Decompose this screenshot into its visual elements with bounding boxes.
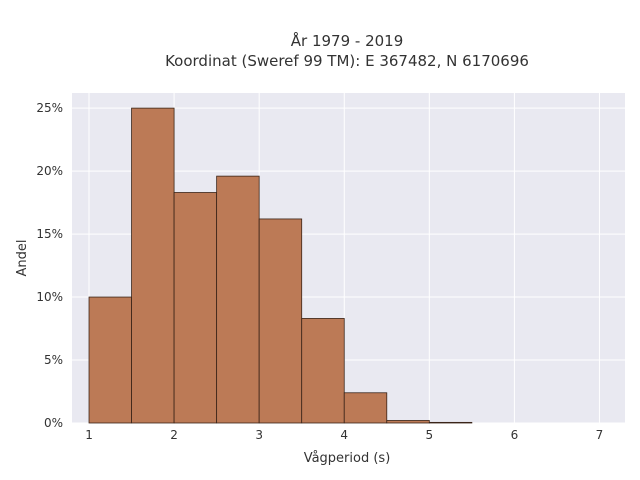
x-axis-title: Vågperiod (s) [304,451,391,466]
histogram-bar [386,420,430,424]
x-tick-label: 2 [170,428,178,442]
x-tick-label: 1 [85,428,93,442]
histogram-bar [88,296,132,424]
y-tick-label: 25% [36,101,63,115]
y-tick-label: 5% [44,353,63,367]
y-axis-ticks: 0% 5% 10% 15% 20% 25% [36,101,63,430]
histogram-bar [258,218,303,424]
y-tick-label: 0% [44,416,63,430]
histogram-bar [131,107,175,424]
x-tick-label: 3 [255,428,263,442]
bars [88,107,473,424]
x-axis-ticks: 1 2 3 4 5 6 7 [85,428,603,442]
histogram-bar [343,392,388,424]
y-tick-label: 10% [36,290,63,304]
chart-title-line-1: År 1979 - 2019 [291,31,404,50]
y-tick-label: 20% [36,164,63,178]
histogram-bar [428,421,473,424]
histogram-bar [173,192,218,424]
histogram-bar [216,175,260,424]
chart-title-line-2: Koordinat (Sweref 99 TM): E 367482, N 61… [165,52,529,70]
histogram-bar [301,318,345,424]
x-tick-label: 4 [340,428,348,442]
x-tick-label: 5 [426,428,434,442]
x-tick-label: 7 [596,428,604,442]
x-tick-label: 6 [511,428,519,442]
y-tick-label: 15% [36,227,63,241]
y-axis-title: Andel [15,240,30,277]
